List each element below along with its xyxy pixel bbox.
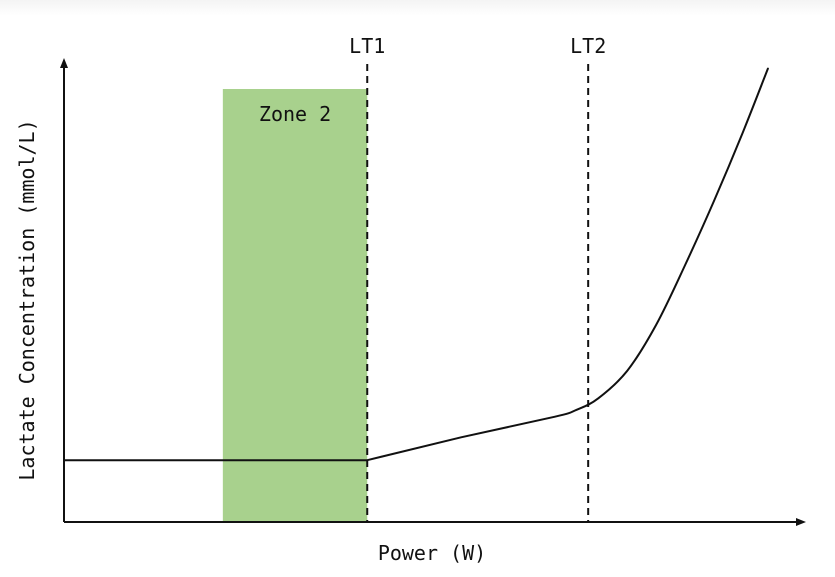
zones-layer: Zone 2 bbox=[222, 89, 368, 522]
series-layer bbox=[63, 67, 769, 462]
x-axis-arrowhead bbox=[796, 518, 806, 526]
lactate-curve bbox=[63, 67, 769, 462]
y-axis-label: Lactate Concentration (mmol/L) bbox=[15, 119, 39, 480]
axes-layer bbox=[60, 58, 806, 526]
y-axis-arrowhead bbox=[60, 58, 68, 68]
zone-band bbox=[222, 89, 368, 522]
threshold-label-lt2: LT2 bbox=[570, 34, 606, 58]
threshold-markers-layer: LT1 LT2 bbox=[349, 34, 606, 522]
x-axis-label: Power (W) bbox=[378, 541, 486, 565]
zone-label: Zone 2 bbox=[259, 102, 331, 126]
threshold-label-lt1: LT1 bbox=[349, 34, 385, 58]
